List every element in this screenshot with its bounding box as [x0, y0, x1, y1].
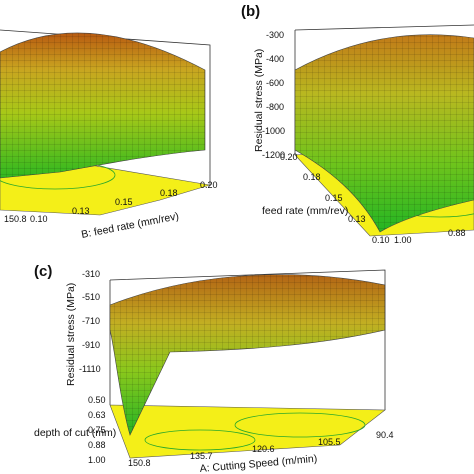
panel-b-x-tick: 0.18	[303, 172, 321, 182]
panel-b-depth-tick: 0.88	[448, 228, 466, 238]
panel-b-label: (b)	[241, 3, 260, 20]
panel-c-depth-label: depth of cut (mm)	[34, 427, 116, 439]
panel-b-x-tick: 0.15	[325, 193, 343, 203]
panel-c-frame	[109, 269, 386, 410]
panel-b-mesh	[295, 34, 474, 232]
panel-c-depth-tick: 0.50	[88, 395, 106, 405]
panel-a-mesh	[0, 32, 205, 179]
panel-c-x-tick: 150.8	[128, 458, 151, 468]
panel-c-y-tick: -510	[82, 292, 100, 302]
panel-b-x-tick: 0.10	[372, 235, 390, 245]
panel-c-contour	[144, 429, 256, 451]
panel-b-x-label: feed rate (mm/rev)	[262, 205, 348, 217]
panel-b: (b) -300 -400 -600 -800 -1000 -1200 Resi…	[241, 3, 474, 245]
panel-c-depth-tick: 1.00	[88, 455, 106, 465]
panel-b-y-tick: -300	[266, 30, 284, 40]
panel-c-y-label: Residual stress (MPa)	[65, 283, 77, 386]
panel-c-x-tick: 135.7	[190, 451, 213, 461]
panel-b-x-tick: 0.20	[280, 152, 298, 162]
panel-c-mesh	[110, 274, 385, 435]
panel-c-y-tick: -310	[82, 269, 100, 279]
panel-b-y-tick: -1200	[262, 150, 285, 160]
panel-c-x-label: A: Cutting Speed (m/min)	[199, 453, 317, 474]
panel-c-x-tick: 120.6	[252, 444, 275, 454]
panel-c-x-tick: 90.4	[376, 430, 394, 440]
panel-a-x-tick: 0.18	[160, 188, 178, 198]
panel-c-contour	[234, 412, 366, 438]
panel-c-y-tick: -910	[82, 340, 100, 350]
panel-b-y-tick: -600	[266, 78, 284, 88]
panel-b-depth-tick: 1.00	[394, 235, 412, 245]
panel-c-y-tick: -710	[82, 316, 100, 326]
panel-c-label: (c)	[34, 263, 52, 280]
panel-c-depth-tick: 0.88	[88, 440, 106, 450]
panel-a-x-tick: 0.15	[115, 197, 133, 207]
panel-a-depth-tick: 150.8	[4, 214, 27, 224]
panel-c: (c) -310 -510 -710 -910 -1110 Residual s…	[34, 263, 394, 474]
panel-a-x-tick: 0.10	[30, 214, 48, 224]
panel-a: 0.10 0.13 0.15 0.18 0.20 150.8 B: feed r…	[0, 29, 218, 241]
panel-b-x-tick: 0.13	[348, 214, 366, 224]
panel-b-y-tick: -800	[266, 102, 284, 112]
panel-c-depth-tick: 0.63	[88, 410, 106, 420]
panel-c-x-tick: 105.5	[318, 437, 341, 447]
panel-c-y-tick: -1110	[79, 364, 101, 374]
panel-b-y-tick: -400	[266, 54, 284, 64]
panel-c-depth-tick: 0.75	[88, 425, 106, 435]
panel-b-y-label: Residual stress (MPa)	[253, 49, 265, 152]
panel-a-x-tick: 0.13	[72, 206, 90, 216]
panel-b-y-tick: -1000	[262, 126, 285, 136]
panel-a-x-tick: 0.20	[200, 180, 218, 190]
panel-c-floor	[109, 404, 386, 459]
